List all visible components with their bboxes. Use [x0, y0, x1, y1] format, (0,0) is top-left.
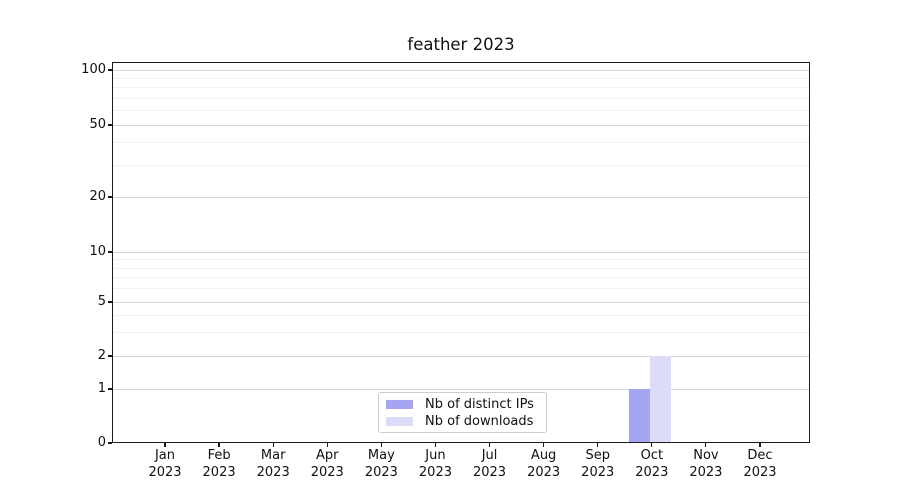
- x-label-month: Jul: [481, 448, 498, 463]
- legend-swatch-distinct-ips: [386, 399, 413, 409]
- x-label-year: 2023: [581, 464, 615, 480]
- y-axis-tick-label: 10: [89, 244, 106, 259]
- x-tick-mark: [380, 443, 382, 447]
- x-label-year: 2023: [256, 464, 290, 480]
- chart-title: feather 2023: [407, 35, 515, 54]
- x-label-month: Aug: [530, 448, 557, 463]
- gridline-major: [113, 124, 809, 126]
- gridline-minor: [113, 331, 809, 333]
- y-tick-mark: [108, 69, 112, 71]
- x-axis-tick-label: Mar 2023: [243, 448, 303, 481]
- x-label-year: 2023: [472, 464, 507, 480]
- x-label-year: 2023: [418, 464, 452, 480]
- x-label-month: May: [367, 448, 395, 463]
- x-tick-mark: [543, 443, 545, 447]
- x-label-year: 2023: [148, 464, 182, 480]
- x-tick-mark: [434, 443, 437, 447]
- x-tick-mark: [597, 443, 599, 447]
- bar-distinct-ips: [628, 389, 650, 443]
- x-tick-mark: [488, 443, 491, 447]
- gridline-minor: [113, 77, 809, 79]
- bar-downloads: [649, 356, 672, 443]
- x-label-year: 2023: [635, 464, 669, 480]
- gridline-minor: [113, 110, 809, 112]
- y-tick-mark: [108, 388, 112, 390]
- gridline-major: [113, 251, 809, 253]
- x-label-month: Mar: [260, 448, 286, 463]
- gridline-minor: [113, 314, 809, 316]
- y-tick-mark: [108, 442, 112, 444]
- gridline-major: [113, 355, 809, 357]
- x-tick-mark: [218, 443, 220, 447]
- x-label-month: Oct: [640, 448, 664, 463]
- x-tick-mark: [705, 443, 707, 447]
- y-axis-tick-label: 0: [97, 435, 106, 450]
- gridline-minor: [113, 288, 809, 290]
- legend-item-distinct-ips: Nb of distinct IPs: [379, 396, 546, 412]
- x-axis-tick-label: Jun 2023: [405, 448, 465, 481]
- x-tick-mark: [272, 443, 274, 447]
- y-axis-tick-label: 5: [97, 294, 106, 309]
- x-label-year: 2023: [364, 464, 398, 480]
- y-axis-tick-label: 20: [89, 189, 106, 204]
- gridline-minor: [113, 142, 809, 144]
- x-axis-tick-label: Jul 2023: [460, 448, 520, 481]
- y-tick-mark: [108, 196, 112, 198]
- gridline-minor: [113, 164, 809, 166]
- legend-swatch-downloads: [386, 416, 413, 426]
- legend-label-distinct-ips: Nb of distinct IPs: [425, 396, 534, 412]
- x-tick-mark: [326, 443, 328, 447]
- x-label-year: 2023: [689, 464, 723, 480]
- x-label-month: Jan: [154, 448, 176, 463]
- x-label-year: 2023: [743, 464, 777, 480]
- x-label-month: Apr: [316, 448, 339, 463]
- gridline-minor: [113, 87, 809, 89]
- x-label-month: Sep: [585, 448, 610, 463]
- x-tick-mark: [651, 443, 653, 447]
- x-axis-tick-label: Jan 2023: [135, 448, 195, 481]
- gridline-major: [113, 196, 809, 198]
- x-tick-mark: [164, 443, 166, 447]
- y-axis-tick-label: 50: [89, 117, 106, 132]
- plot-area-frame: [112, 62, 810, 443]
- x-axis-tick-label: Aug 2023: [514, 448, 574, 481]
- y-tick-mark: [108, 124, 112, 126]
- gridline-minor: [113, 267, 809, 269]
- gridline-minor: [113, 277, 809, 279]
- x-label-year: 2023: [202, 464, 236, 480]
- gridline-major: [113, 69, 809, 71]
- y-tick-mark: [108, 355, 112, 357]
- x-axis-tick-label: Nov 2023: [676, 448, 736, 481]
- gridline-minor: [113, 97, 809, 99]
- x-axis-tick-label: Oct 2023: [622, 448, 682, 481]
- x-label-year: 2023: [527, 464, 561, 480]
- legend-label-downloads: Nb of downloads: [425, 413, 534, 429]
- x-label-month: Jun: [425, 448, 446, 463]
- y-axis-tick-label: 2: [97, 348, 106, 363]
- x-axis-tick-label: Dec 2023: [730, 448, 790, 481]
- x-axis-tick-label: Feb 2023: [189, 448, 249, 481]
- x-label-month: Feb: [207, 448, 231, 463]
- x-axis-tick-label: Sep 2023: [568, 448, 628, 481]
- x-axis-tick-label: Apr 2023: [297, 448, 357, 481]
- y-tick-mark: [108, 251, 112, 253]
- x-axis-tick-label: May 2023: [351, 448, 411, 481]
- x-label-year: 2023: [310, 464, 344, 480]
- x-label-month: Nov: [693, 448, 719, 463]
- y-tick-mark: [108, 301, 112, 303]
- x-label-month: Dec: [747, 448, 773, 463]
- y-axis-tick-label: 100: [81, 62, 106, 77]
- x-tick-mark: [759, 443, 761, 447]
- legend-item-downloads: Nb of downloads: [379, 413, 546, 429]
- y-axis-tick-label: 1: [97, 381, 106, 396]
- legend: Nb of distinct IPs Nb of downloads: [378, 392, 547, 433]
- gridline-minor: [113, 259, 809, 261]
- gridline-major: [113, 301, 809, 303]
- gridline-major: [113, 388, 809, 390]
